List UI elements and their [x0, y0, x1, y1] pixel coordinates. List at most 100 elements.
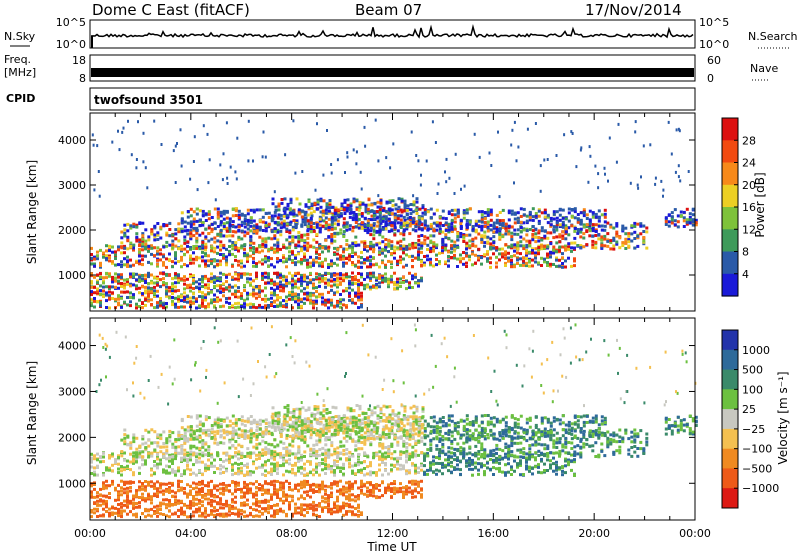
data-cell — [276, 275, 279, 279]
data-cell — [138, 305, 141, 308]
data-cell — [273, 288, 276, 292]
date-label: 17/Nov/2014 — [585, 1, 682, 19]
data-cell — [270, 480, 273, 484]
data-cell — [639, 232, 643, 236]
data-cell — [177, 289, 180, 292]
data-cell — [396, 280, 399, 284]
data-cell — [264, 221, 268, 225]
data-cell — [342, 487, 345, 491]
data-cell — [348, 224, 352, 228]
data-cell — [201, 244, 205, 248]
data-cell — [213, 499, 216, 503]
data-cell — [447, 259, 450, 263]
data-cell — [670, 211, 674, 215]
data-cell — [582, 208, 586, 212]
data-cell — [135, 166, 138, 170]
data-cell — [552, 228, 556, 232]
data-cell — [114, 506, 117, 510]
data-cell — [664, 223, 668, 226]
data-cell — [318, 256, 321, 260]
data-cell — [222, 212, 226, 216]
data-cell — [135, 515, 138, 519]
data-cell — [228, 219, 232, 223]
data-cell — [216, 502, 219, 506]
data-cell — [162, 502, 165, 506]
data-cell — [279, 289, 282, 293]
data-cell — [369, 490, 372, 494]
data-cell — [330, 284, 333, 288]
data-cell — [219, 271, 222, 275]
data-cell — [438, 224, 442, 228]
data-cell — [361, 202, 365, 206]
data-cell — [369, 229, 373, 233]
data-cell — [216, 284, 219, 288]
data-cell — [171, 246, 175, 250]
data-cell — [138, 275, 141, 279]
data-cell — [174, 302, 177, 306]
data-cell — [213, 495, 216, 499]
data-cell — [354, 221, 358, 224]
data-cell — [255, 508, 258, 512]
data-cell — [615, 242, 619, 246]
data-cell — [369, 273, 372, 277]
data-cell — [387, 488, 390, 492]
data-cell — [189, 289, 192, 293]
data-cell — [468, 233, 472, 237]
data-cell — [351, 255, 354, 258]
data-cell — [444, 233, 448, 237]
data-cell — [201, 504, 204, 508]
data-cell — [348, 227, 352, 231]
data-cell — [222, 506, 225, 510]
data-cell — [309, 221, 313, 225]
data-cell — [321, 495, 324, 499]
data-cell — [363, 261, 366, 265]
data-cell — [603, 234, 607, 238]
data-cell — [333, 212, 337, 216]
data-cell — [96, 503, 99, 507]
data-cell — [189, 177, 192, 181]
data-cell — [177, 227, 181, 231]
data-cell — [105, 494, 108, 498]
data-cell — [522, 213, 526, 217]
data-cell — [516, 241, 520, 245]
data-cell — [192, 497, 195, 501]
data-cell — [507, 218, 511, 222]
data-cell — [465, 233, 469, 237]
data-cell — [141, 258, 144, 262]
data-cell — [285, 213, 289, 217]
data-cell — [393, 251, 396, 255]
data-cell — [142, 131, 145, 135]
data-cell — [201, 304, 204, 308]
data-cell — [219, 223, 223, 227]
data-cell — [219, 298, 222, 302]
data-cell — [96, 515, 99, 518]
data-cell — [357, 494, 360, 497]
data-cell — [486, 229, 490, 233]
data-cell — [345, 274, 348, 278]
data-cell — [348, 497, 351, 501]
data-cell — [639, 222, 643, 226]
data-cell — [513, 254, 516, 258]
data-cell — [531, 225, 535, 228]
data-cell — [303, 301, 306, 305]
data-cell — [207, 283, 210, 287]
data-cell — [364, 144, 367, 148]
data-cell — [240, 509, 243, 512]
data-cell — [636, 183, 639, 187]
data-cell — [534, 122, 537, 125]
data-cell — [180, 227, 184, 231]
data-cell — [138, 273, 141, 277]
data-cell — [597, 172, 600, 176]
data-cell — [214, 198, 217, 202]
data-cell — [162, 261, 165, 265]
data-cell — [378, 227, 382, 231]
data-cell — [231, 244, 234, 248]
data-cell — [246, 219, 250, 223]
data-cell — [243, 219, 247, 222]
data-cell — [327, 510, 330, 514]
data-cell — [249, 488, 252, 492]
data-cell — [327, 228, 331, 232]
data-cell — [411, 217, 415, 221]
data-cell — [627, 244, 631, 248]
data-cell — [132, 504, 135, 508]
